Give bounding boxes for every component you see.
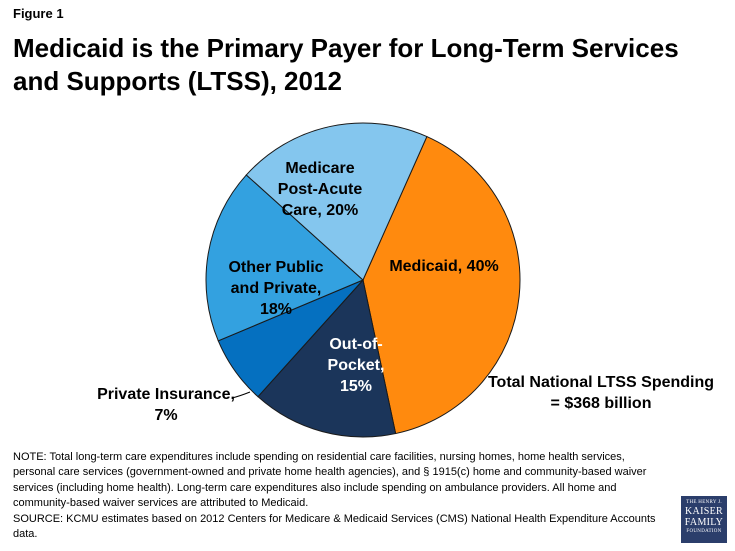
pie-slice-other bbox=[205, 174, 364, 342]
logo-line4: FOUNDATION bbox=[686, 529, 722, 534]
slice-label-other: Other Public and Private, 18% bbox=[228, 259, 323, 318]
source-text: SOURCE: KCMU estimates based on 2012 Cen… bbox=[13, 512, 656, 541]
label-private-insurance-line1: Private Insurance, bbox=[97, 386, 235, 403]
total-spending-line1: Total National LTSS Spending bbox=[487, 374, 715, 391]
total-spending-label: Total National LTSS Spending = $368 bill… bbox=[486, 372, 716, 414]
chart-title: Medicaid is the Primary Payer for Long-T… bbox=[13, 33, 679, 96]
slice-label-out-of-pocket: Out-of-Pocket, 15% bbox=[328, 336, 385, 395]
leader-line-private-insurance bbox=[231, 391, 251, 399]
pie-slice-medicare bbox=[245, 122, 428, 281]
total-spending-line2: = $368 billion bbox=[550, 395, 652, 412]
logo-line1: THE HENRY J. bbox=[686, 500, 722, 505]
pie-slice-medicaid bbox=[362, 135, 521, 435]
figure-label: Figure 1 bbox=[13, 6, 64, 21]
label-private-insurance: Private Insurance, 7% bbox=[92, 384, 240, 426]
notes: NOTE: Total long-term care expenditures … bbox=[13, 450, 668, 542]
logo-line2: KAISER bbox=[685, 506, 723, 517]
slice-label-medicaid: Medicaid, 40% bbox=[389, 258, 498, 275]
kff-logo: THE HENRY J. KAISER FAMILY FOUNDATION bbox=[681, 496, 727, 543]
pie-slice-out-of-pocket bbox=[257, 278, 397, 438]
slice-label-medicare: Medicare Post-Acute Care, 20% bbox=[278, 160, 363, 219]
label-private-insurance-line2: 7% bbox=[154, 407, 178, 424]
note-text: NOTE: Total long-term care expenditures … bbox=[13, 451, 647, 510]
logo-line3: FAMILY bbox=[684, 517, 724, 528]
